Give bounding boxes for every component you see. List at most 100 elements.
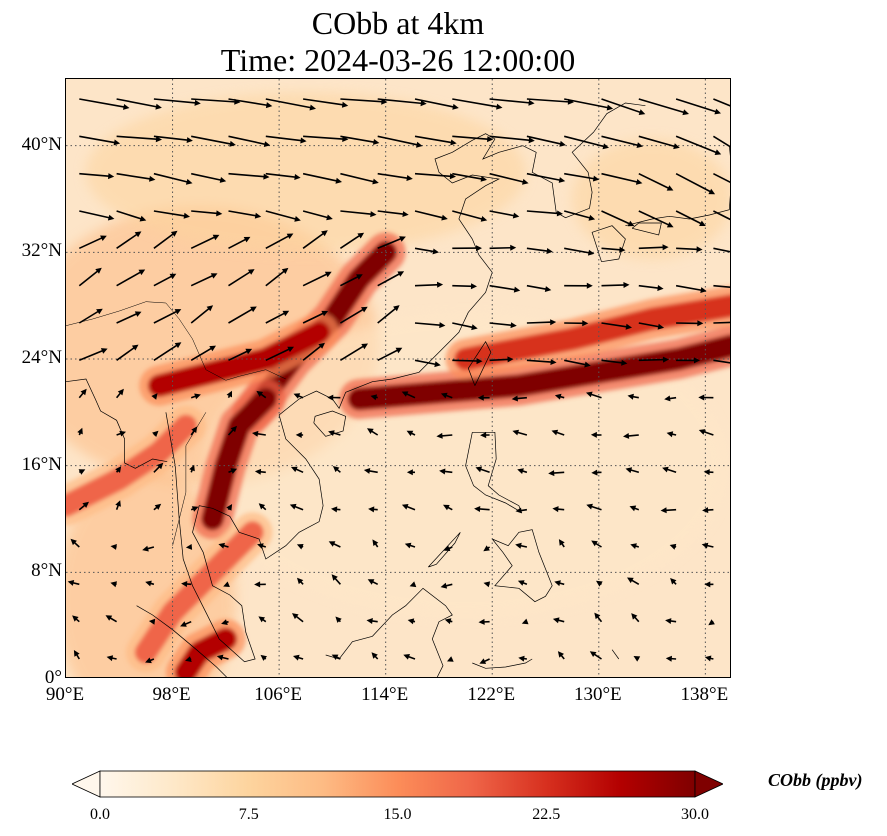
wind-vector [704,581,714,588]
gridlines [66,79,730,677]
wind-vector [227,425,237,436]
wind-vector [366,618,378,624]
wind-vector [327,394,341,401]
wind-vector [377,347,403,362]
wind-vector [478,618,490,625]
wind-vector [713,284,730,289]
wind-vector [474,506,490,512]
wind-vector [116,269,146,287]
wind-vector [340,172,379,185]
wind-vector [518,655,528,662]
wind-vector [153,210,190,219]
wind-vector [221,619,229,625]
plume-core [454,294,730,370]
wind-vector [257,543,267,549]
wind-vector [153,342,182,361]
wind-vector [340,210,377,218]
wind-vector [260,654,267,661]
wind-vector [116,172,156,182]
wind-vector [517,468,528,474]
wind-vector [78,348,108,362]
wind-vector [554,580,565,587]
wind-vector [414,98,459,110]
wind-vector [440,582,453,589]
wind-vector [265,233,294,250]
wind-vector [340,274,363,287]
wind-vector [664,395,677,402]
wind-vector [675,98,721,115]
lat-tick-label: 16°N [21,453,62,475]
wind-vector [78,267,102,287]
lat-tick-label: 32°N [21,240,62,262]
wind-vector [475,466,490,474]
wind-vector [483,545,491,552]
coastline [325,587,453,677]
wind-vector [414,210,448,221]
wind-vector [153,98,201,106]
colorbar-tick-label: 22.5 [532,806,561,823]
wind-vector [708,619,715,626]
wind-vector [106,655,117,662]
wind-vector [440,392,453,399]
border-line [66,301,286,381]
wind-vector [638,244,669,251]
wind-vector [370,394,378,401]
wind-vector [557,651,565,660]
wind-vector [554,393,565,400]
wind-vector [226,390,232,399]
wind-vector [228,348,253,362]
wind-vector [512,429,528,436]
map-canvas [66,79,730,677]
lat-tick-label: 24°N [21,347,62,368]
wind-vector [116,430,126,437]
colorbar-tick-label: 30.0 [681,806,709,823]
wind-vector [702,507,714,514]
wind-vector [591,469,602,476]
coastline [472,658,533,669]
wind-vector [110,544,117,550]
wind-vector [631,613,640,623]
wind-vector [228,98,273,109]
wind-vector [258,503,267,511]
wind-vector [153,230,178,249]
wind-vector [452,283,477,290]
title-line-1: CObb at 4km [311,5,485,41]
wind-vector [293,654,304,661]
wind-vector [409,581,417,588]
wind-vector [377,236,406,250]
wind-vector [302,172,342,184]
wind-vector [713,359,730,364]
wind-vector [190,393,201,400]
wind-vector [406,469,415,476]
wind-vector [401,504,416,511]
wind-vector [339,232,365,249]
wind-vector [145,580,155,587]
wind-vector [302,210,333,221]
wind-vector [713,247,730,253]
wind-vector [452,322,478,331]
wind-vector [367,428,379,436]
wind-vector [78,235,107,250]
colorbar-tick-label: 15.0 [383,806,412,823]
wind-vector [191,172,227,183]
wind-vector [483,581,491,588]
wind-vector [289,503,304,511]
wind-vector [328,541,341,548]
wind-vector [70,538,80,548]
wind-vector [372,539,379,548]
wind-vector [713,210,730,221]
wind-vector [189,464,195,473]
colorbar [72,770,723,798]
wind-vector [153,503,162,511]
wind-vector [515,507,528,514]
wind-vector [713,321,730,324]
colorbar-tick-label: 0.0 [90,806,110,823]
coastline [467,340,492,386]
wind-vector [191,135,236,147]
wind-vector [676,357,700,364]
wind-vector [407,618,416,625]
wind-vector [489,244,517,251]
wind-vector [638,172,674,191]
wind-vector [339,343,368,361]
wind-vector [115,466,122,473]
